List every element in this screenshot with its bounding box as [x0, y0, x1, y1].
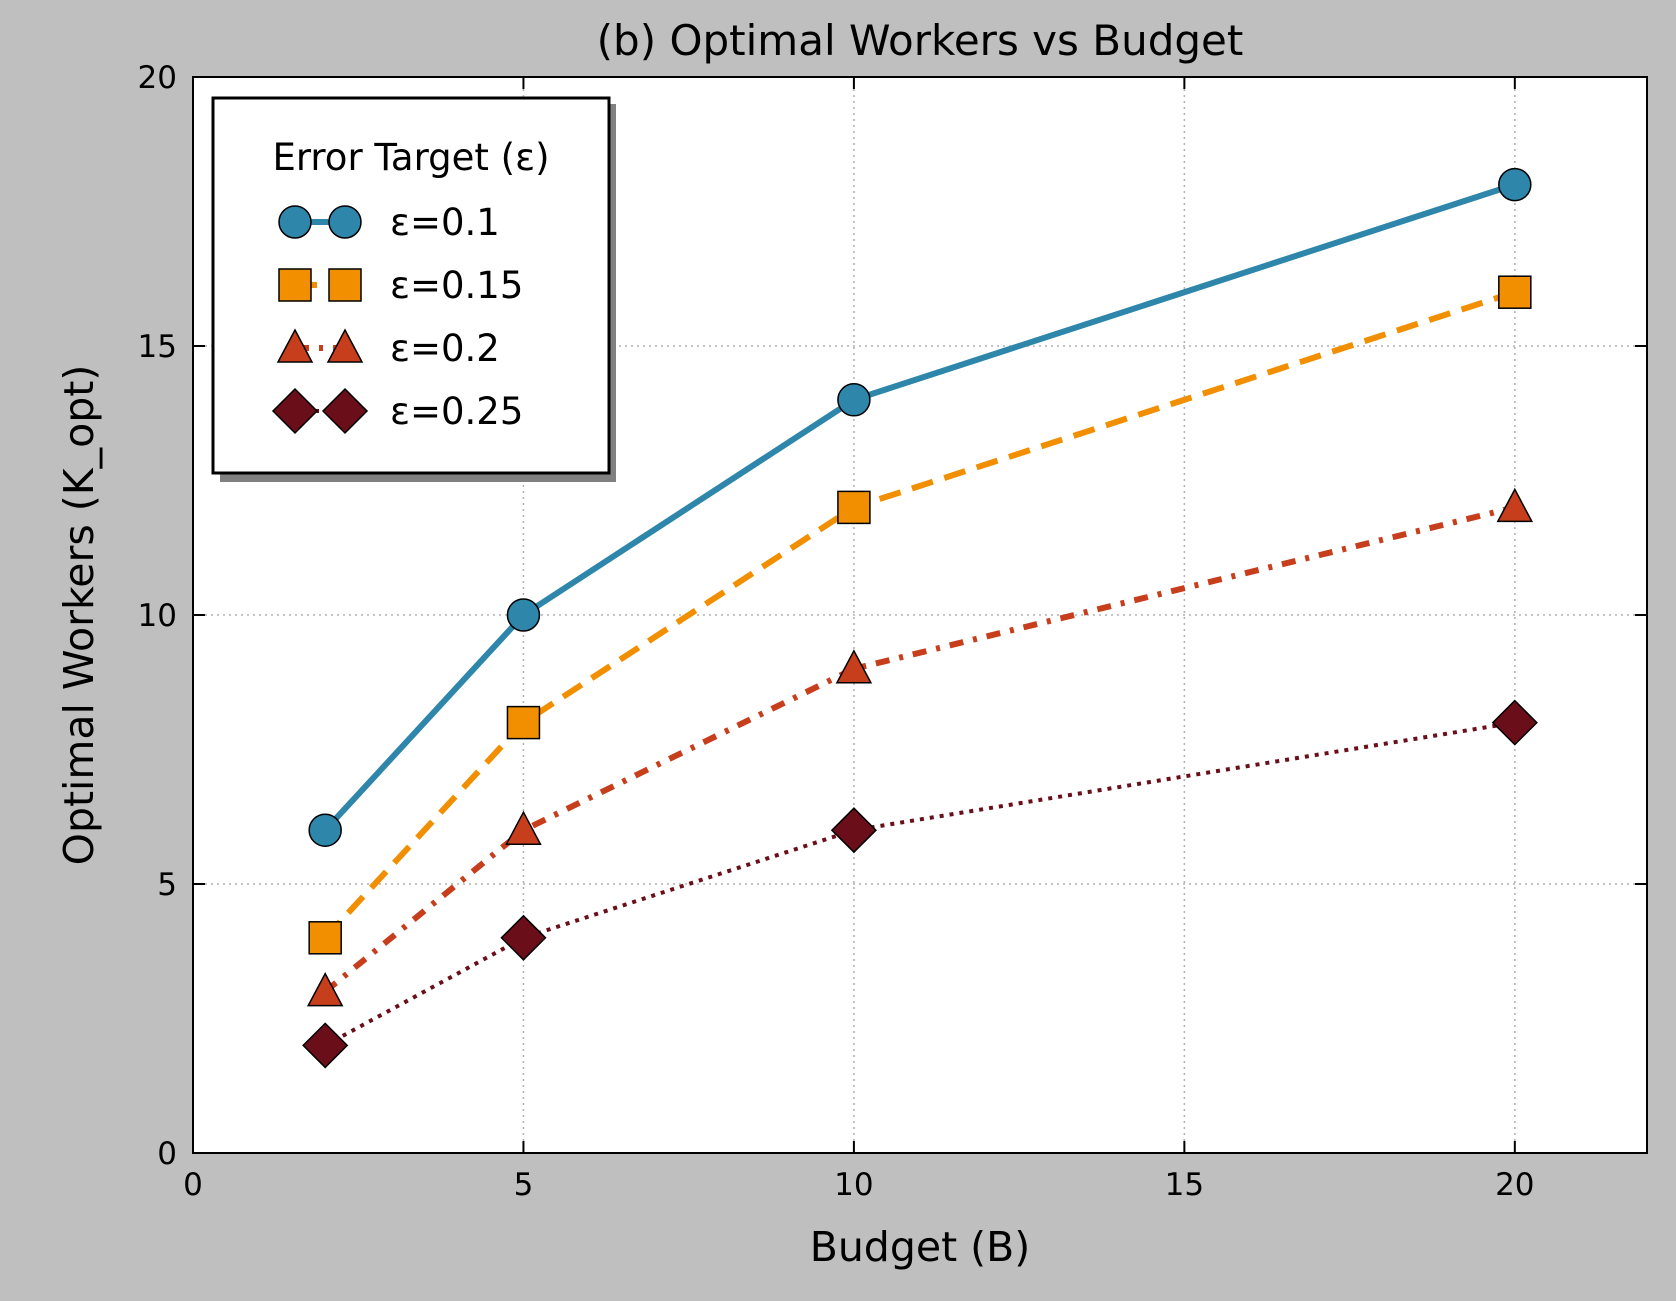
data-point: [505, 810, 542, 845]
x-tick-label: 0: [183, 1167, 203, 1203]
x-tick-label: 20: [1495, 1167, 1534, 1203]
axis-ticks: 0 5 10 15 20 0 5 10 15 20: [138, 60, 1647, 1203]
x-tick-label: 5: [514, 1167, 534, 1203]
data-point: [302, 1022, 349, 1069]
data-point: [1491, 699, 1538, 746]
data-point: [506, 705, 541, 740]
legend-marker: [271, 387, 319, 435]
legend-label: ε=0.15: [390, 264, 523, 307]
data-point: [306, 972, 344, 1007]
legend-marker: [326, 328, 364, 363]
y-tick-label: 20: [138, 60, 177, 96]
data-point: [1498, 167, 1532, 202]
data-point: [1496, 487, 1534, 523]
legend-marker: [328, 268, 362, 302]
legend: Error Target (ε) ε=0.1 ε=0.15 ε=0.2 ε=0.25: [211, 96, 616, 482]
series-layer: [302, 167, 1538, 1069]
legend-entries: ε=0.1 ε=0.15 ε=0.2 ε=0.25: [271, 201, 523, 435]
data-point: [837, 383, 871, 417]
series-0-2: [306, 487, 1534, 1007]
legend-label: ε=0.25: [390, 390, 523, 433]
series-line: [323, 504, 1516, 994]
legend-entry: ε=0.2: [276, 327, 500, 370]
grid-lines: [193, 77, 1647, 1153]
legend-marker: [278, 268, 312, 302]
data-point: [835, 649, 873, 684]
legend-entry: ε=0.25: [271, 387, 523, 435]
data-point: [500, 914, 547, 961]
data-point: [308, 921, 342, 955]
legend-entry: ε=0.1: [278, 201, 500, 244]
data-point: [837, 490, 871, 525]
x-tick-label: 10: [834, 1167, 873, 1203]
y-axis-title: Optimal Workers (K_opt): [55, 365, 103, 866]
y-tick-label: 15: [138, 329, 177, 365]
data-point: [830, 807, 877, 854]
data-point: [506, 598, 541, 632]
legend-marker: [321, 387, 369, 435]
legend-title: Error Target (ε): [272, 136, 549, 179]
legend-marker: [328, 205, 362, 239]
legend-marker: [278, 205, 312, 239]
series-line: [322, 289, 1516, 940]
series-0-25: [302, 699, 1538, 1069]
y-tick-label: 0: [157, 1136, 177, 1172]
chart-title: (b) Optimal Workers vs Budget: [597, 16, 1244, 65]
legend-entry: ε=0.15: [278, 264, 523, 307]
series-0-1: [308, 167, 1532, 847]
legend-marker: [276, 328, 314, 363]
data-point: [1498, 275, 1532, 309]
x-tick-label: 15: [1165, 1167, 1204, 1203]
x-axis-title: Budget (B): [810, 1223, 1031, 1271]
series-line: [322, 181, 1516, 833]
data-point: [308, 813, 342, 847]
series-line: [324, 720, 1516, 1048]
series-0-15: [308, 275, 1532, 955]
legend-label: ε=0.2: [390, 327, 500, 370]
y-tick-label: 10: [138, 598, 177, 634]
legend-label: ε=0.1: [390, 201, 500, 244]
y-tick-label: 5: [157, 867, 177, 903]
